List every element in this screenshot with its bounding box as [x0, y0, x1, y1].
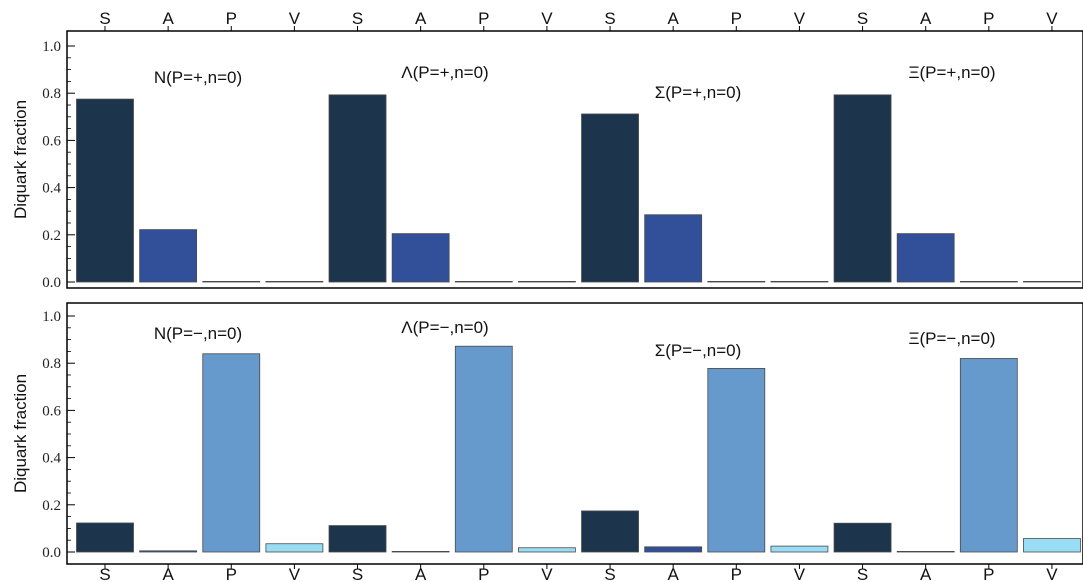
bar-bottom-11 [770, 545, 829, 553]
y-tick-label: 0.0 [42, 275, 61, 291]
category-label: S [99, 9, 110, 28]
bar-top-15 [1023, 280, 1081, 283]
panel-frame [66, 30, 1083, 289]
bar-bottom-6 [454, 345, 513, 553]
category-label: A [667, 565, 679, 582]
category-label: V [541, 9, 553, 28]
category-label: S [857, 9, 868, 28]
category-label: V [289, 565, 301, 582]
category-label: S [604, 565, 615, 582]
category-label: S [352, 565, 363, 582]
category-label: S [352, 9, 363, 28]
bar-bottom-2 [202, 353, 261, 553]
category-label: V [1046, 565, 1058, 582]
bar-top-10 [707, 280, 766, 283]
bar-bottom-12 [833, 522, 892, 553]
bar-top-7 [518, 280, 576, 283]
category-label: P [731, 565, 742, 582]
bar-bottom-8 [581, 510, 639, 553]
bar-top-8 [581, 113, 639, 283]
category-label: V [1046, 9, 1058, 28]
category-label: S [99, 565, 110, 582]
bar-top-0 [76, 98, 134, 283]
category-label: A [415, 565, 427, 582]
bar-top-1 [139, 229, 198, 283]
group-annotation: Σ(P=−,n=0) [655, 341, 742, 360]
bar-top-5 [391, 233, 450, 283]
group-annotation: N(P=+,n=0) [154, 68, 242, 87]
bar-bottom-7 [518, 547, 576, 553]
y-axis-label: Diquark fraction [11, 100, 30, 219]
category-label: P [478, 565, 489, 582]
group-annotation: Λ(P=−,n=0) [401, 318, 488, 337]
category-label: P [731, 9, 742, 28]
group-annotation: Σ(P=+,n=0) [655, 83, 742, 102]
category-label: A [415, 9, 427, 28]
y-tick-label: 0.4 [42, 451, 61, 467]
category-label: P [226, 9, 237, 28]
y-tick-label: 1.0 [42, 39, 61, 55]
y-tick-label: 1.0 [42, 309, 61, 325]
category-label: V [541, 565, 553, 582]
group-annotation: N(P=−,n=0) [154, 324, 242, 343]
bar-top-14 [959, 280, 1018, 283]
category-label: P [226, 565, 237, 582]
group-annotation: Ξ(P=−,n=0) [908, 329, 995, 348]
category-label: P [983, 565, 994, 582]
bar-bottom-10 [707, 367, 766, 553]
category-label: V [794, 9, 806, 28]
category-label: A [667, 9, 679, 28]
bar-bottom-0 [76, 522, 134, 553]
category-label: V [289, 9, 301, 28]
bar-top-11 [770, 280, 829, 283]
group-annotation: Λ(P=+,n=0) [401, 63, 488, 82]
bar-top-12 [833, 94, 892, 283]
y-tick-label: 0.8 [42, 86, 61, 102]
bar-bottom-13 [896, 551, 955, 553]
category-label: A [920, 565, 932, 582]
bar-bottom-3 [265, 543, 324, 553]
bar-top-4 [328, 94, 387, 283]
y-tick-label: 0.6 [42, 403, 61, 419]
y-tick-label: 0.0 [42, 545, 61, 561]
category-label: P [478, 9, 489, 28]
bar-top-3 [265, 280, 324, 283]
category-label: A [920, 9, 932, 28]
group-annotation: Ξ(P=+,n=0) [908, 63, 995, 82]
y-tick-label: 0.8 [42, 356, 61, 372]
category-label: P [983, 9, 994, 28]
bar-bottom-14 [959, 358, 1018, 553]
y-tick-label: 0.2 [42, 498, 61, 514]
bar-top-9 [644, 214, 703, 283]
y-tick-label: 0.2 [42, 228, 61, 244]
panel-frame [66, 302, 1083, 565]
bar-bottom-9 [644, 546, 703, 553]
bar-top-2 [202, 280, 261, 283]
bar-top-13 [896, 233, 955, 283]
category-label: S [604, 9, 615, 28]
bar-bottom-4 [328, 525, 387, 553]
category-label: A [162, 9, 174, 28]
category-label: A [162, 565, 174, 582]
bar-bottom-15 [1023, 538, 1081, 553]
bar-bottom-5 [391, 551, 450, 553]
category-label: V [794, 565, 806, 582]
bar-bottom-1 [139, 550, 198, 553]
y-tick-label: 0.4 [42, 181, 61, 197]
bar-top-6 [454, 280, 513, 283]
category-label: S [857, 565, 868, 582]
y-tick-label: 0.6 [42, 133, 61, 149]
y-axis-label: Diquark fraction [11, 374, 30, 493]
